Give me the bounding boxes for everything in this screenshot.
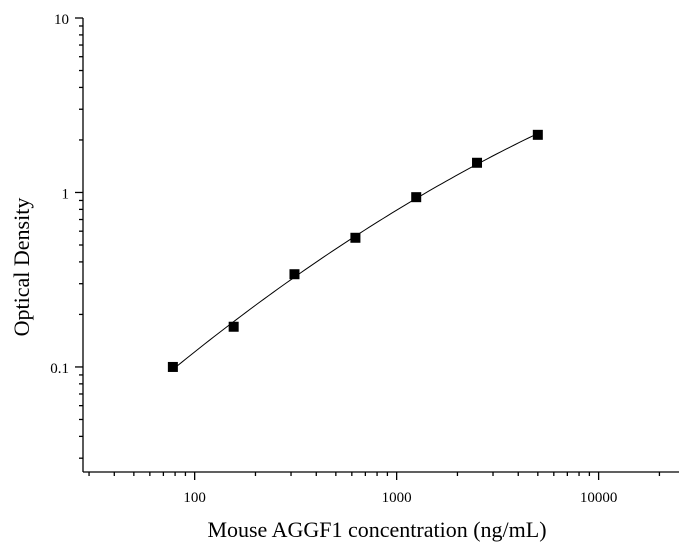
x-tick-label: 10000 (580, 490, 618, 506)
data-point (411, 192, 422, 203)
x-tick-label: 1000 (382, 490, 412, 506)
y-tick-label: 0.1 (50, 361, 69, 377)
x-axis-title: Mouse AGGF1 concentration (ng/mL) (207, 517, 546, 542)
y-axis-title: Optical Density (9, 198, 34, 337)
y-tick-label: 10 (54, 12, 69, 28)
data-point (167, 361, 178, 372)
y-tick-label: 1 (62, 186, 70, 202)
data-point (350, 232, 361, 243)
data-point (289, 269, 300, 280)
data-point (228, 321, 239, 332)
data-point (472, 157, 483, 168)
data-points (167, 129, 543, 372)
x-tick-label: 100 (183, 490, 206, 506)
axes (82, 18, 679, 473)
data-point (532, 129, 543, 140)
fit-curve-line (172, 133, 539, 370)
ticks: 100 1000 10000 0.1 1 10 (50, 12, 661, 506)
fit-curve-layer (172, 133, 539, 370)
